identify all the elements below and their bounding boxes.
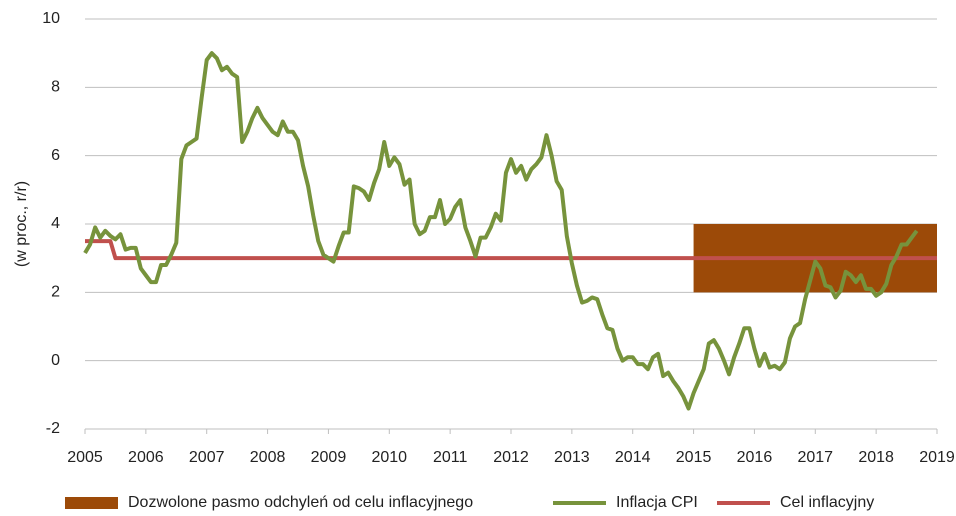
y-tick-label: 6	[51, 147, 60, 164]
legend-label: Dozwolone pasmo odchyleń od celu inflacy…	[128, 494, 473, 511]
x-tick-label: 2008	[250, 449, 286, 466]
x-tick-label: 2014	[615, 449, 651, 466]
line-series	[85, 239, 937, 261]
y-tick-label: 2	[51, 284, 60, 301]
x-tick-label: 2013	[554, 449, 590, 466]
x-tick-label: 2018	[858, 449, 894, 466]
x-tick-label: 2016	[737, 449, 773, 466]
x-tick-label: 2011	[433, 449, 468, 466]
legend-label: Inflacja CPI	[616, 494, 698, 511]
y-tick-label: -2	[46, 420, 60, 437]
y-tick-label: 8	[51, 79, 60, 96]
x-tick-label: 2006	[128, 449, 164, 466]
x-tick-label: 2012	[493, 449, 529, 466]
x-tick-label: 2005	[67, 449, 103, 466]
x-tick-label: 2009	[311, 449, 347, 466]
legend-swatch	[65, 497, 118, 509]
x-tick-label: 2019	[919, 449, 955, 466]
legend-label: Cel inflacyjny	[780, 494, 874, 511]
x-tick-label: 2015	[676, 449, 712, 466]
line-series	[83, 51, 919, 411]
x-tick-label: 2007	[189, 449, 225, 466]
y-axis-label: (w proc., r/r)	[13, 181, 30, 267]
y-tick-label: 4	[51, 215, 60, 232]
y-tick-label: 10	[42, 10, 60, 27]
y-tick-label: 0	[51, 352, 60, 369]
x-tick-label: 2017	[797, 449, 833, 466]
x-tick-label: 2010	[371, 449, 407, 466]
